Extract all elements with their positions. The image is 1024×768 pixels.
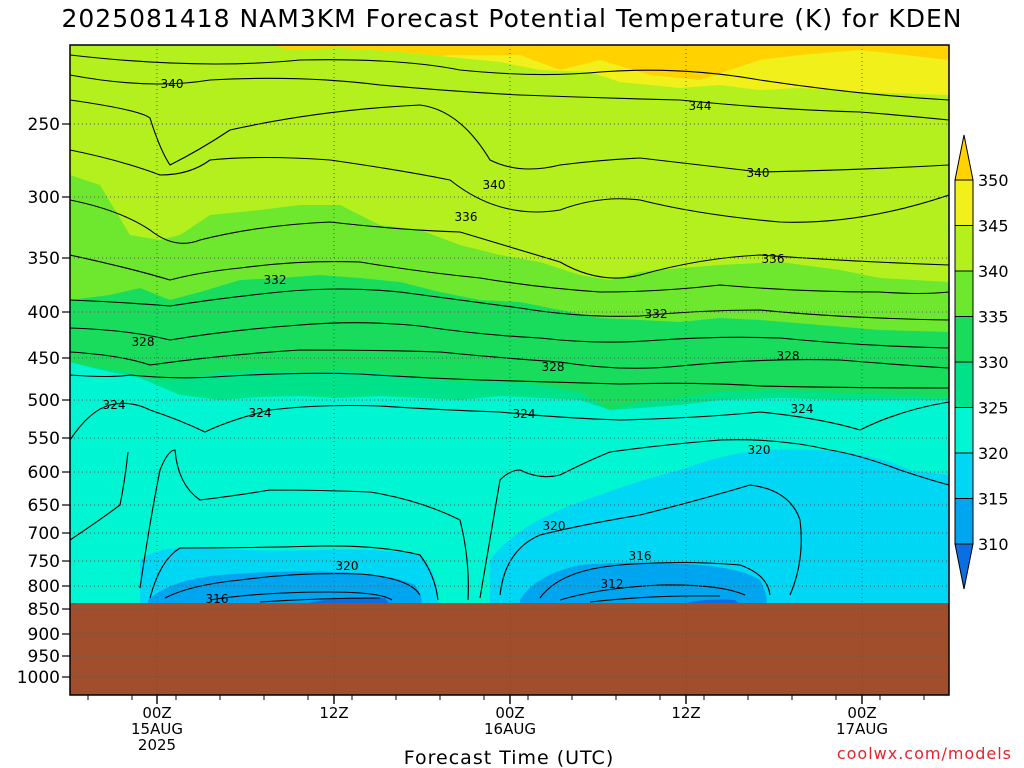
contour-lines [70, 54, 949, 603]
colorbar-segment [954, 361, 974, 408]
colorbar-label: 325 [978, 399, 1009, 418]
contour-label: 324 [249, 406, 272, 420]
contour-label: 320 [543, 519, 566, 533]
colorbar-segment [954, 498, 974, 545]
colorbar-bottom-arrow [954, 543, 974, 590]
y-tick-label: 500 [28, 391, 60, 411]
colorbar-segment [954, 316, 974, 363]
x-tick-label: 2025 [138, 736, 176, 754]
y-tick-label: 450 [28, 349, 60, 369]
x-axis-title: Forecast Time (UTC) [404, 747, 614, 768]
colorbar-label: 335 [978, 308, 1009, 327]
x-tick-label: 00Z [142, 704, 171, 722]
contour-label: 336 [762, 252, 785, 266]
colorbar-label: 345 [978, 217, 1009, 236]
contour-label: 328 [777, 349, 800, 363]
colorbar-segment [954, 225, 974, 272]
x-tick-label: 00Z [495, 704, 524, 722]
x-tick-label: 16AUG [484, 720, 536, 738]
y-tick-label: 550 [28, 429, 60, 449]
x-tick-label: 15AUG [131, 720, 183, 738]
contour-label: 332 [645, 307, 668, 321]
band-310-315 [140, 449, 949, 605]
contour-label: 324 [513, 407, 536, 421]
y-axis: 250 300 350 400 450 500 550 600 650 700 750 800 850 9… [17, 115, 70, 688]
contour-labels: 340 344 340 340 336 336 332 332 328 328 328 324 324 3… [103, 77, 814, 606]
y-tick-label: 700 [28, 524, 60, 544]
x-tick-label: 12Z [671, 704, 700, 722]
contour-label: 336 [455, 210, 478, 224]
contour-label: 320 [336, 559, 359, 573]
contour-label: 328 [132, 335, 155, 349]
colorbar-top-arrow [954, 134, 974, 181]
y-tick-label: 250 [28, 115, 60, 135]
x-tick-label: 12Z [319, 704, 348, 722]
colorbar-segment [954, 452, 974, 499]
colorbar-label: 340 [978, 262, 1009, 281]
band-305-310 [148, 562, 767, 605]
y-tick-label: 1000 [17, 668, 60, 688]
colorbar-segment [954, 270, 974, 317]
y-tick-label: 300 [28, 188, 60, 208]
colorbar-label: 315 [978, 490, 1009, 509]
colorbar: 310 315 320 325 330 335 340 345 350 [954, 134, 1009, 590]
colorbar-label: 320 [978, 444, 1009, 463]
contour-label: 316 [629, 549, 652, 563]
y-tick-label: 400 [28, 303, 60, 323]
y-tick-label: 750 [28, 552, 60, 572]
y-tick-label: 650 [28, 496, 60, 516]
colorbar-label: 350 [978, 171, 1009, 190]
y-tick-label: 350 [28, 249, 60, 269]
contour-label: 332 [264, 273, 287, 287]
y-tick-label: 950 [28, 647, 60, 667]
y-tick-label: 800 [28, 577, 60, 597]
contour-label: 316 [206, 592, 229, 606]
colorbar-segment [954, 407, 974, 454]
x-tick-label: 00Z [847, 704, 876, 722]
contour-label: 328 [542, 360, 565, 374]
colorbar-label: 330 [978, 353, 1009, 372]
contour-label: 312 [601, 577, 624, 591]
contour-label: 324 [791, 402, 814, 416]
grid-lines [70, 45, 949, 695]
contour-label: 324 [103, 398, 126, 412]
contour-label: 340 [161, 77, 184, 91]
colorbar-segment [954, 179, 974, 226]
y-tick-label: 900 [28, 625, 60, 645]
chart-title: 2025081418 NAM3KM Forecast Potential Tem… [61, 4, 963, 33]
y-tick-label: 600 [28, 463, 60, 483]
credit-link[interactable]: coolwx.com/models [836, 744, 1012, 763]
contour-label: 344 [689, 99, 712, 113]
contour-label: 320 [748, 443, 771, 457]
contour-label: 340 [483, 178, 506, 192]
y-tick-label: 850 [28, 600, 60, 620]
colorbar-label: 310 [978, 535, 1009, 554]
x-tick-label: 17AUG [836, 720, 888, 738]
contour-label: 340 [747, 166, 770, 180]
